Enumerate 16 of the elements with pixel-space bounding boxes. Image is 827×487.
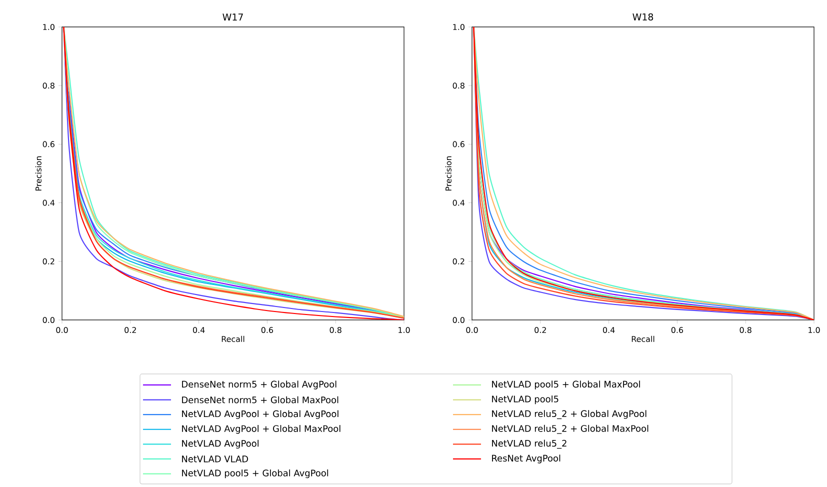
legend-label: NetVLAD pool5 + Global MaxPool <box>492 380 640 390</box>
legend-label: DenseNet norm5 + Global AvgPool <box>182 380 336 390</box>
legend-label: NetVLAD AvgPool + Global MaxPool <box>182 425 340 434</box>
line-series <box>473 26 814 320</box>
legend-label: NetVLAD AvgPool <box>182 440 258 449</box>
legend-label: NetVLAD AvgPool + Global AvgPool <box>182 410 338 419</box>
chart-title: W18 <box>632 13 654 20</box>
legend-label: NetVLAD relu5_2 + Global AvgPool <box>492 410 646 420</box>
chart-title: W17 <box>222 14 243 20</box>
legend-label: DenseNet norm5 + Global MaxPool <box>182 396 338 404</box>
legend-label: ResNet AvgPool <box>492 454 560 464</box>
legend-label: NetVLAD relu5_2 + Global MaxPool <box>492 424 648 434</box>
legend-label: NetVLAD pool5 <box>492 395 558 404</box>
legend-label: NetVLAD pool5 + Global AvgPool <box>182 469 328 478</box>
legend-label: NetVLAD VLAD <box>182 456 248 462</box>
legend-label: NetVLAD relu5_2 <box>492 440 566 449</box>
